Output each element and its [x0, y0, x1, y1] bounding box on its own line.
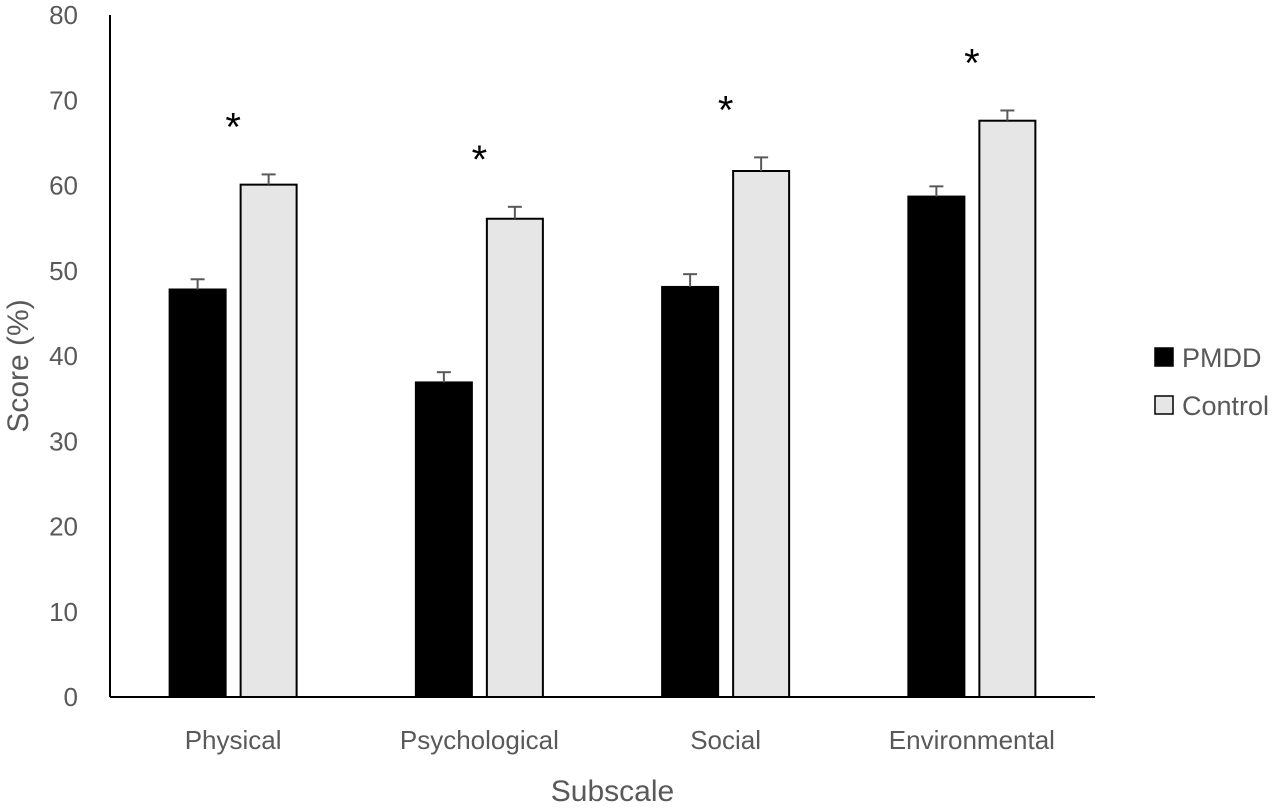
legend: PMDD Control: [1154, 343, 1269, 421]
x-tick-label: Psychological: [400, 725, 559, 755]
y-tick-label: 20: [49, 512, 78, 542]
bar-pmdd-environmental: [907, 195, 966, 699]
y-tick-label: 30: [49, 426, 78, 456]
bar-pmdd-social: [661, 285, 720, 698]
category-labels: Physical Psychological Social Environmental: [185, 725, 1055, 755]
x-axis-title: Subscale: [551, 775, 674, 805]
significance-marker: *: [472, 138, 488, 182]
legend-swatch-pmdd: [1154, 347, 1174, 367]
y-tick-label: 10: [49, 597, 78, 627]
y-tick-label: 70: [49, 85, 78, 115]
legend-label-pmdd: PMDD: [1182, 343, 1262, 373]
bar-pmdd-physical: [168, 288, 227, 698]
y-tick-label: 0: [64, 682, 78, 712]
y-tick-label: 40: [49, 341, 78, 371]
y-tick-label: 80: [49, 0, 78, 30]
legend-swatch-control: [1154, 395, 1174, 415]
significance-marker: *: [225, 105, 241, 149]
y-axis-title: Score (%): [2, 299, 35, 432]
x-tick-label: Social: [690, 725, 761, 755]
bar-control-physical: [239, 183, 298, 698]
bar-pmdd-psychological: [414, 381, 473, 698]
bar-control-environmental: [978, 119, 1037, 698]
legend-label-control: Control: [1182, 391, 1269, 421]
y-tick-label: 60: [49, 171, 78, 201]
y-axis-ticks: 0 10 20 30 40 50 60 70 80: [49, 0, 78, 712]
significance-marker: *: [964, 41, 980, 85]
significance-marker: *: [718, 88, 734, 132]
x-tick-label: Physical: [185, 725, 282, 755]
bar-control-psychological: [485, 217, 544, 698]
bars-group: * * * *: [168, 41, 1037, 699]
x-tick-label: Environmental: [889, 725, 1055, 755]
y-tick-label: 50: [49, 256, 78, 286]
bar-control-social: [732, 170, 791, 698]
